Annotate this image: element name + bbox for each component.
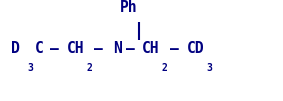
Text: C: C (35, 41, 44, 56)
Text: Ph: Ph (120, 0, 138, 15)
Text: CD: CD (186, 41, 204, 56)
Text: —: — (50, 41, 58, 56)
Text: —: — (170, 41, 179, 56)
Text: N: N (113, 41, 121, 56)
Text: D: D (11, 41, 20, 56)
Text: 2: 2 (162, 63, 168, 73)
Text: 3: 3 (27, 63, 33, 73)
Text: —: — (126, 41, 135, 56)
Text: CH: CH (67, 41, 84, 56)
Text: CH: CH (142, 41, 160, 56)
Text: 2: 2 (86, 63, 92, 73)
Text: —: — (94, 41, 103, 56)
Text: 3: 3 (206, 63, 212, 73)
